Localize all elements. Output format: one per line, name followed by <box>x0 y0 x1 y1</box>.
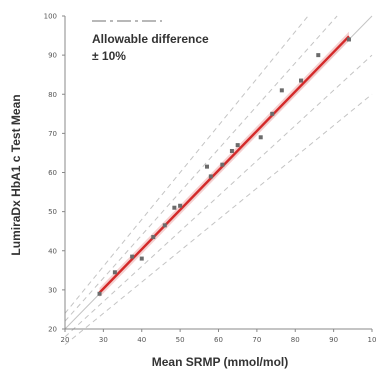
x-tick-label: 30 <box>99 336 108 344</box>
limit-line-2 <box>64 93 373 346</box>
legend-label: Allowable difference <box>92 32 209 46</box>
data-point <box>229 148 234 153</box>
data-point <box>299 78 304 83</box>
y-tick-label: 100 <box>44 13 57 21</box>
y-tick-label: 80 <box>48 91 57 99</box>
y-tick-label: 40 <box>48 247 57 255</box>
data-point <box>235 143 240 148</box>
y-tick-label: 50 <box>48 208 57 216</box>
axes <box>62 15 373 332</box>
x-tick-label: 70 <box>252 336 261 344</box>
data-point <box>279 88 284 93</box>
x-tick-label: 20 <box>61 336 70 344</box>
y-tick-label: 70 <box>48 130 57 138</box>
data-point <box>270 111 275 116</box>
data-point <box>162 223 167 228</box>
y-tick-label: 20 <box>48 326 57 334</box>
x-tick-label: 80 <box>291 336 300 344</box>
x-tick-labels: 20 30 40 50 60 70 80 90 10 <box>61 336 377 344</box>
data-point <box>178 203 183 208</box>
data-point <box>220 162 225 167</box>
data-points <box>97 37 351 296</box>
data-point <box>316 53 321 58</box>
x-axis-title: Mean SRMP (mmol/mol) <box>152 355 288 369</box>
y-tick-labels: 20 30 40 50 60 70 80 90 100 <box>44 13 57 334</box>
data-point <box>346 37 351 42</box>
data-point <box>204 164 209 169</box>
x-tick-label: 10 <box>368 336 377 344</box>
legend-range: ± 10% <box>92 49 126 63</box>
y-tick-label: 90 <box>48 52 57 60</box>
reference-lines <box>64 15 373 346</box>
data-point <box>97 291 102 296</box>
x-tick-label: 50 <box>176 336 185 344</box>
x-tick-label: 90 <box>329 336 338 344</box>
y-axis-title: LumiraDx HbA1 c Test Mean <box>9 94 23 255</box>
x-tick-label: 60 <box>214 336 223 344</box>
data-point <box>208 174 213 179</box>
limit-line-0 <box>64 54 373 338</box>
y-tick-label: 30 <box>48 286 57 294</box>
data-point <box>130 254 135 259</box>
data-point <box>139 256 144 261</box>
y-tick-label: 60 <box>48 169 57 177</box>
legend: Allowable difference ± 10% <box>92 20 209 63</box>
data-point <box>172 205 177 210</box>
data-point <box>112 270 117 275</box>
data-point <box>151 235 156 240</box>
x-tick-label: 40 <box>137 336 146 344</box>
limit-line-3 <box>64 15 309 314</box>
data-point <box>258 135 263 140</box>
